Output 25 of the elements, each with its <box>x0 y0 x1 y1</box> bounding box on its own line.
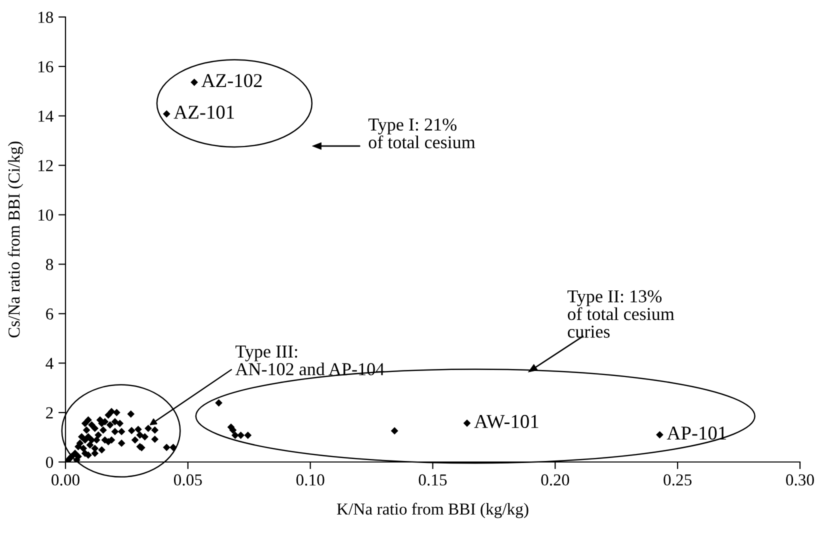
y-tick-label: 18 <box>38 12 54 23</box>
x-tick-label: 0.25 <box>664 474 692 486</box>
annotation: Type I: 21% of total cesium <box>368 118 476 148</box>
y-tick-label: 10 <box>38 209 54 221</box>
x-tick-label: 0.15 <box>418 474 447 486</box>
y-tick-label: 12 <box>38 160 53 172</box>
annotation: AZ-101 <box>174 106 234 119</box>
y-tick-label: 0 <box>46 456 54 468</box>
annotation: AP-101 <box>666 426 726 440</box>
y-tick-label: 8 <box>46 258 54 270</box>
annotation: AZ-102 <box>201 74 262 88</box>
y-tick-label: 4 <box>46 358 54 369</box>
y-tick-label: 14 <box>38 110 54 122</box>
annotation: AW-101 <box>474 414 538 428</box>
x-tick-label: 0.20 <box>541 474 570 486</box>
y-tick-label: 6 <box>46 308 54 320</box>
x-axis-title: K/Na ratio from BBI (kg/kg) <box>336 502 528 518</box>
annotation: Type II: 13% of total cesium curies <box>567 290 674 338</box>
y-tick-label: 2 <box>46 407 53 418</box>
x-tick-label: 0.05 <box>174 474 202 486</box>
x-tick-label: 0.00 <box>52 474 80 486</box>
x-tick-label: 0.30 <box>786 474 814 486</box>
y-axis-title: Cs/Na ratio from BBI (Ci/kg) <box>8 142 24 338</box>
y-tick-label: 16 <box>38 61 54 72</box>
x-tick-label: 0.10 <box>296 474 324 486</box>
